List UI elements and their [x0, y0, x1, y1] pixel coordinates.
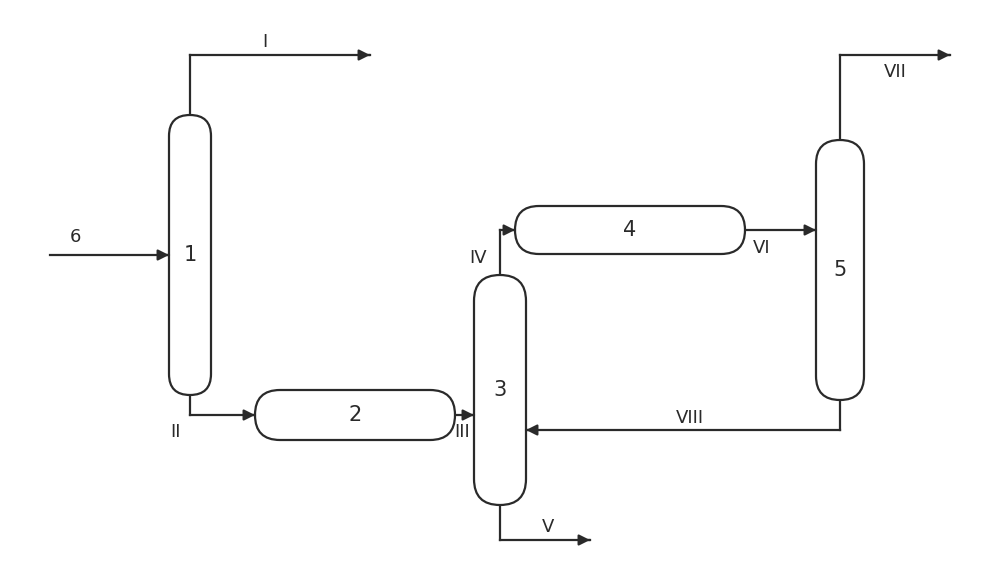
Text: VI: VI [753, 239, 771, 257]
FancyBboxPatch shape [474, 275, 526, 505]
Text: 1: 1 [183, 245, 197, 265]
Text: 4: 4 [623, 220, 637, 240]
FancyBboxPatch shape [816, 140, 864, 400]
Text: II: II [170, 423, 180, 441]
FancyBboxPatch shape [255, 390, 455, 440]
Text: VIII: VIII [676, 409, 704, 427]
FancyBboxPatch shape [169, 115, 211, 395]
Text: 3: 3 [493, 380, 507, 400]
Text: I: I [262, 33, 268, 51]
Text: III: III [454, 423, 470, 441]
Text: VII: VII [884, 63, 906, 81]
FancyBboxPatch shape [515, 206, 745, 254]
Text: IV: IV [469, 249, 487, 267]
Text: V: V [542, 518, 554, 536]
Text: 5: 5 [833, 260, 847, 280]
Text: 6: 6 [69, 228, 81, 246]
Text: 2: 2 [348, 405, 362, 425]
